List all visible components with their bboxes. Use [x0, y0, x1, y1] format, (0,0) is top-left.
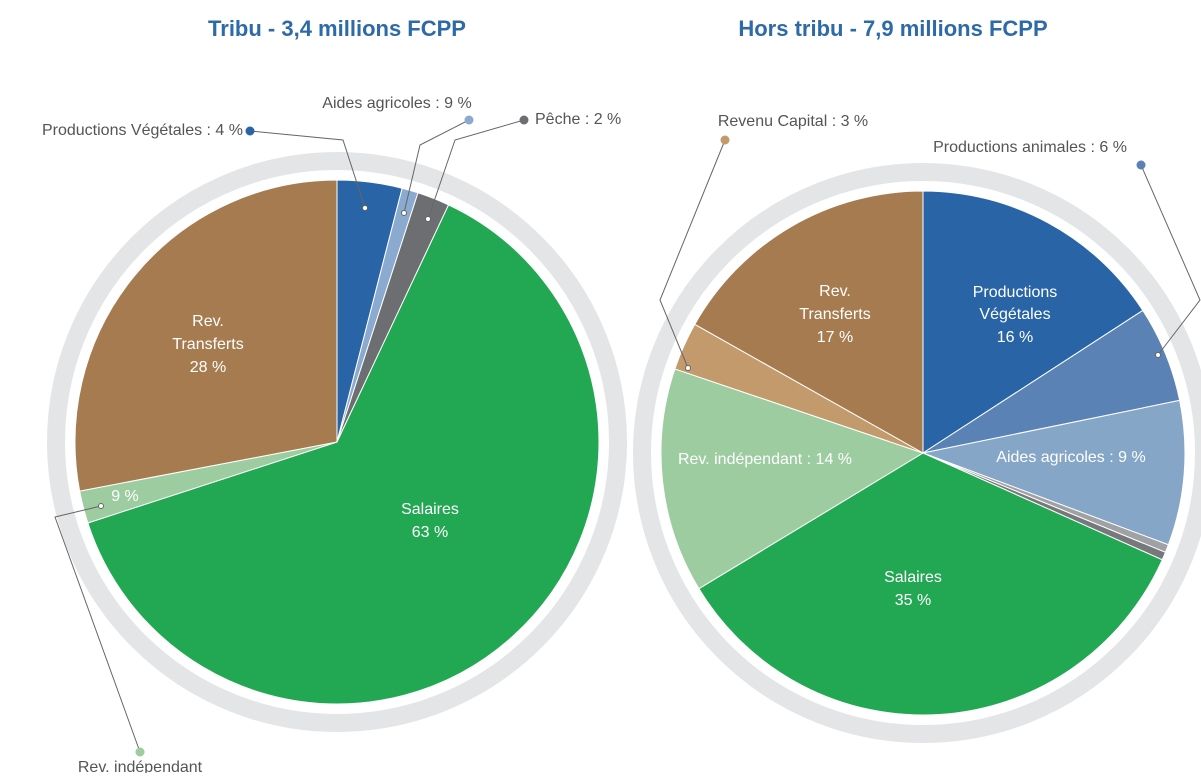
leader-line	[403, 119, 470, 214]
leader-end	[362, 205, 368, 211]
slice-label: Végétales	[979, 306, 1050, 323]
leader-end	[1155, 352, 1161, 358]
leader-line	[659, 139, 726, 369]
slice-label: Rev.	[192, 313, 224, 330]
slice-label: Aides agricoles : 9 %	[996, 449, 1145, 466]
leader-end	[425, 216, 431, 222]
slice-label: 16 %	[997, 329, 1033, 346]
leader-dot	[720, 135, 730, 145]
slice-label: Rev. indépendant : 14 %	[678, 451, 852, 468]
slice-label: Revenu Capital : 3 %	[718, 113, 868, 130]
chart-title: Tribu - 3,4 millions FCPP	[208, 16, 466, 41]
pie-ring	[47, 152, 627, 732]
pie-ring	[633, 163, 1201, 743]
slice-label: Pêche : 2 %	[535, 111, 621, 128]
slice-label: Productions	[973, 284, 1058, 301]
leader-dot	[519, 115, 529, 125]
slice-label: Salaires	[401, 501, 459, 518]
leader-dot	[1136, 160, 1146, 170]
leader-line	[54, 505, 141, 753]
slice-label: Rev.	[819, 283, 851, 300]
slice-label: 17 %	[817, 329, 853, 346]
slice-label: Transferts	[172, 336, 243, 353]
pie-slice	[694, 190, 924, 454]
slice-label: Productions animales : 6 %	[933, 139, 1127, 156]
slice-label: 63 %	[412, 524, 448, 541]
leader-end	[685, 365, 691, 371]
leader-line	[1140, 164, 1201, 356]
pie-slice	[921, 399, 1186, 546]
pie-slice	[74, 179, 338, 492]
slice-label: Productions Végétales : 4 %	[42, 122, 243, 139]
slice-label: 35 %	[895, 592, 931, 609]
leader-line	[427, 119, 525, 220]
leader-dot	[135, 747, 145, 757]
slice-label: 28 %	[190, 359, 226, 376]
leader-line	[249, 130, 366, 209]
slice-label: 9 %	[111, 488, 139, 505]
slice-label: Transferts	[799, 306, 870, 323]
pie-slice	[922, 190, 1144, 454]
leader-dot	[245, 126, 255, 136]
leader-end	[401, 210, 407, 216]
leader-dot	[464, 115, 474, 125]
slice-label: Salaires	[884, 569, 942, 586]
slice-label: Rev. indépendant	[78, 759, 203, 773]
slice-label: Aides agricoles : 9 %	[322, 95, 471, 112]
leader-end	[98, 503, 104, 509]
pie-slice	[698, 452, 1163, 716]
chart-title: Hors tribu - 7,9 millions FCPP	[738, 16, 1047, 41]
pie-slice	[87, 204, 600, 705]
pie-slice	[660, 368, 925, 590]
